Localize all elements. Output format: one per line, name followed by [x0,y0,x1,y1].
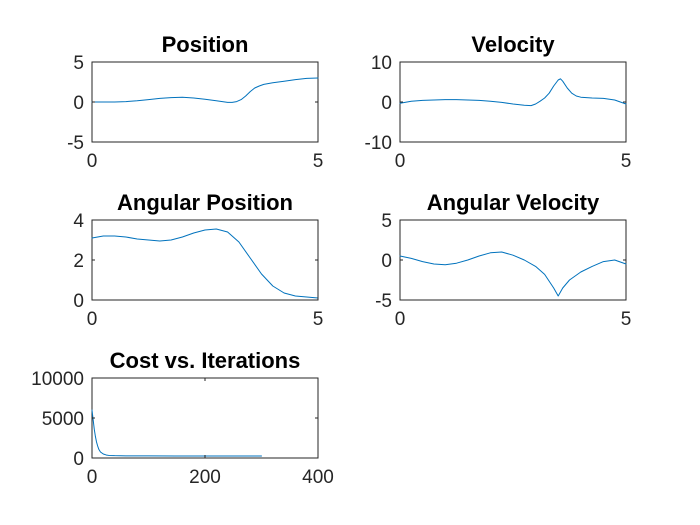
subplot-title: Position [162,32,249,57]
data-series-line [91,409,262,457]
y-tick-label: 5 [381,211,392,232]
x-tick-label: 5 [313,309,324,330]
axes-box [91,377,319,459]
y-tick-label: 0 [73,93,84,114]
y-tick-label: 5000 [42,409,84,430]
axes-box [91,61,319,143]
y-tick-label: -10 [365,133,392,154]
x-tick-label: 5 [621,309,632,330]
data-series-line [91,228,319,299]
subplot-title: Velocity [471,32,555,57]
y-tick-label: 5 [73,53,84,74]
subplot-title: Angular Position [117,190,293,215]
y-tick-label: -5 [375,291,392,312]
axes-box [399,219,627,301]
x-tick-label: 5 [313,151,324,172]
data-series-line [91,77,319,103]
y-tick-label: 10 [371,53,392,74]
y-tick-label: -5 [67,133,84,154]
x-tick-label: 0 [87,309,98,330]
y-tick-label: 2 [73,251,84,272]
x-tick-label: 400 [302,467,334,488]
x-tick-label: 0 [87,467,98,488]
x-tick-label: 0 [395,151,406,172]
subplot-angular-position: Angular Position 0 5 0 2 4 [73,190,323,330]
x-tick-label: 0 [87,151,98,172]
y-tick-label: 10000 [31,369,84,390]
subplot-title: Angular Velocity [427,190,600,215]
x-tick-label: 5 [621,151,632,172]
axes-box [91,219,319,301]
y-tick-label: 0 [73,291,84,312]
y-tick-label: 4 [73,211,84,232]
y-tick-label: 0 [381,251,392,272]
axes-box [399,61,627,143]
data-series-line [399,251,627,297]
x-tick-label: 200 [189,467,221,488]
y-tick-label: 0 [381,93,392,114]
x-tick-label: 0 [395,309,406,330]
y-tick-label: 0 [73,449,84,470]
data-series-line [399,78,627,107]
subplot-cost-vs-iterations: Cost vs. Iterations 0 200 400 0 5000 10000 [31,348,334,488]
subplot-title: Cost vs. Iterations [110,348,301,373]
